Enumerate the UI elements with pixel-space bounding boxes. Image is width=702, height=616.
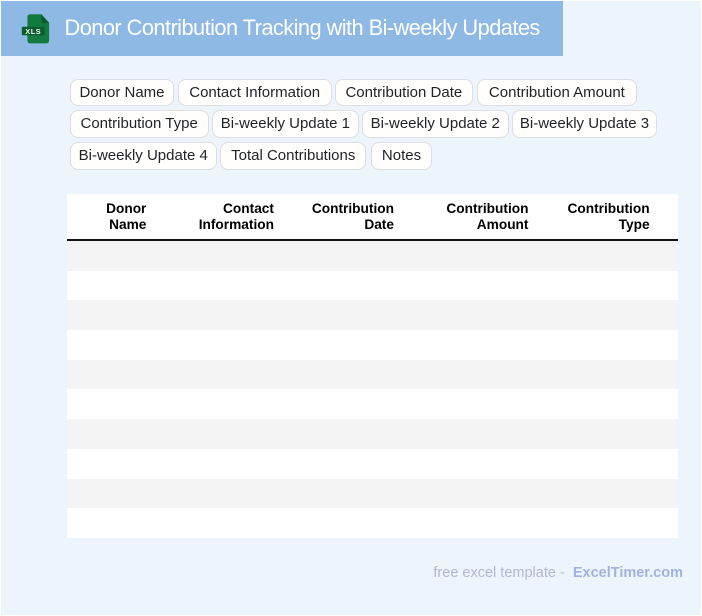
svg-text:XLS: XLS	[25, 27, 41, 36]
